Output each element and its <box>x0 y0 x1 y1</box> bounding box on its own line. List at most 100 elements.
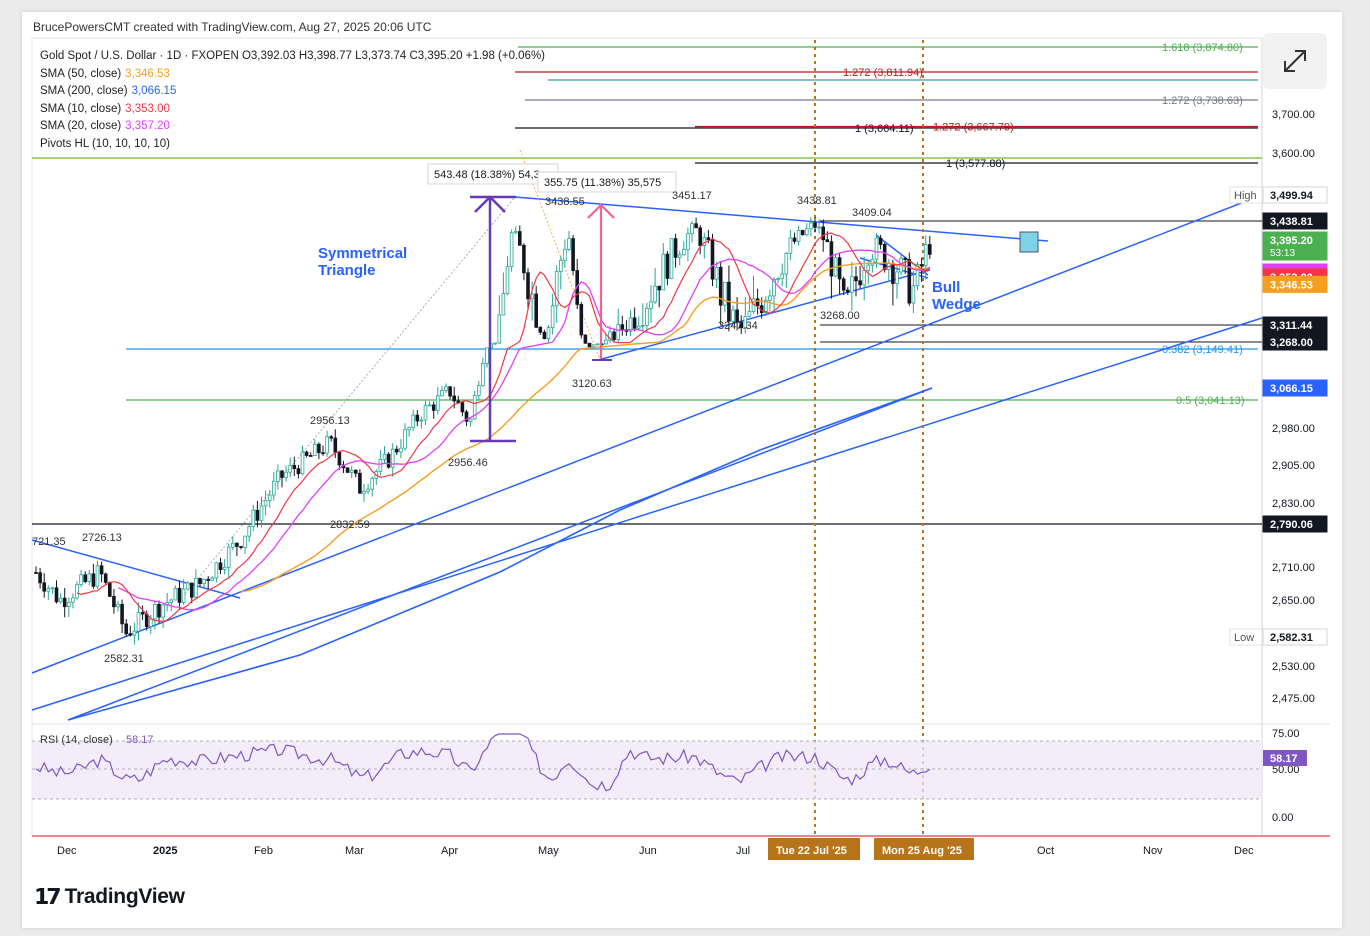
rsi-tick-label: 0.00 <box>1272 812 1293 824</box>
candle-body <box>181 588 186 603</box>
candle-body <box>837 257 842 280</box>
legend-indicator-1: SMA (200, close) 3,066.15 <box>40 83 545 101</box>
candle-body <box>546 327 551 339</box>
candle-body <box>788 237 793 254</box>
trendline <box>31 317 1263 711</box>
candle-body <box>690 223 694 234</box>
candle-body <box>481 363 485 387</box>
x-tick-label: Dec <box>1234 845 1254 857</box>
candle-body <box>325 436 329 454</box>
trendline <box>31 539 241 599</box>
pivot-label: 3268.00 <box>820 310 860 322</box>
candle-body <box>882 244 887 270</box>
x-tick-label: Jun <box>639 845 657 857</box>
candle-body <box>591 344 596 348</box>
candle-body <box>91 573 96 587</box>
target-box <box>1019 231 1039 253</box>
candle-body <box>850 276 854 293</box>
date-flag-label: Tue 22 Jul '25 <box>776 845 847 857</box>
price-tag-value: 2,790.06 <box>1270 519 1313 531</box>
rsi-tick-label: 75.00 <box>1272 728 1300 740</box>
candle-body <box>370 478 374 490</box>
candle-body <box>682 249 686 256</box>
chart-legend: Gold Spot / U.S. Dollar · 1D · FXOPEN O3… <box>40 48 545 154</box>
price-tag <box>1262 316 1328 334</box>
tradingview-logo[interactable]: 𝟭𝟳 TradingView <box>34 884 185 910</box>
candle-body <box>485 347 489 364</box>
candle-body <box>665 253 670 279</box>
trendline <box>514 196 1049 242</box>
candle-body <box>915 264 920 287</box>
candle-body <box>747 311 752 317</box>
candle-body <box>116 603 120 608</box>
candle-body <box>83 574 88 583</box>
candle-body <box>247 526 252 537</box>
candle-body <box>563 248 567 261</box>
candle-body <box>329 436 333 439</box>
candle-body <box>895 271 899 284</box>
candle-body <box>686 233 690 251</box>
candle-body <box>821 226 825 241</box>
candle-body <box>87 573 92 583</box>
candle-body <box>378 459 383 472</box>
y-tick-label: 2,905.00 <box>1272 460 1315 472</box>
candle-body <box>923 244 928 267</box>
expand-button[interactable] <box>1263 33 1327 89</box>
pivot-label: 2832.59 <box>330 519 370 531</box>
price-tag-value: 3,311.44 <box>1270 320 1313 332</box>
candle-body <box>513 231 518 234</box>
candle-body <box>809 222 813 230</box>
candle-body <box>509 232 514 268</box>
pivot-label: 3438.81 <box>797 195 837 207</box>
rsi-tag-value: 58.17 <box>1270 753 1298 765</box>
legend-indicator-label: Pivots HL (10, 10, 10, 10) <box>40 137 170 150</box>
x-tick-label: Dec <box>57 845 77 857</box>
candle-body <box>226 546 231 568</box>
candle-body <box>67 601 71 608</box>
pivot-connector <box>179 196 516 601</box>
candle-body <box>784 252 789 275</box>
price-tag-value: 2,582.31 <box>1270 632 1313 644</box>
candle-body <box>132 630 137 636</box>
pivot-label: 2582.31 <box>104 653 144 665</box>
candle-body <box>554 270 559 307</box>
pivot-label: 2956.13 <box>310 415 350 427</box>
measure-label: 543.48 (18.38%) 54,3 <box>434 169 540 181</box>
annotation-label: Symmetrical <box>318 245 407 262</box>
legend-indicator-value: 3,346.53 <box>125 67 170 80</box>
candle-body <box>267 494 272 501</box>
candle-body <box>157 603 161 618</box>
candle-body <box>677 254 682 258</box>
date-flag-label: Mon 25 Aug '25 <box>882 845 962 857</box>
candle-body <box>928 244 932 255</box>
candle-body <box>362 490 366 494</box>
candle-body <box>296 468 301 475</box>
pivot-label: 721.35 <box>32 536 66 548</box>
candle-body <box>817 226 821 229</box>
candle-body <box>75 584 79 599</box>
candle-body <box>366 488 370 492</box>
candle-body <box>579 304 584 336</box>
pivot-label: 3120.63 <box>572 378 612 390</box>
price-tag-countdown: 53:13 <box>1270 248 1295 259</box>
y-tick-label: 3,600.00 <box>1272 148 1315 160</box>
candle-body <box>805 228 809 236</box>
candle-body <box>870 258 875 266</box>
candle-body <box>641 324 645 327</box>
candle-body <box>198 578 202 585</box>
legend-indicator-label: SMA (10, close) <box>40 102 122 115</box>
price-tag <box>1262 212 1328 230</box>
candle-body <box>345 467 350 473</box>
measure-arrow <box>587 203 615 219</box>
pivot-label: 2956.46 <box>448 457 488 469</box>
candle-body <box>243 535 247 548</box>
candle-body <box>337 451 342 466</box>
price-tag <box>1262 333 1328 351</box>
candle-body <box>501 293 506 316</box>
candle-body <box>497 314 502 344</box>
price-tag-side-box <box>1229 628 1263 646</box>
candle-body <box>559 259 563 272</box>
date-flag <box>768 838 860 860</box>
annotation-label: Triangle <box>318 262 376 279</box>
